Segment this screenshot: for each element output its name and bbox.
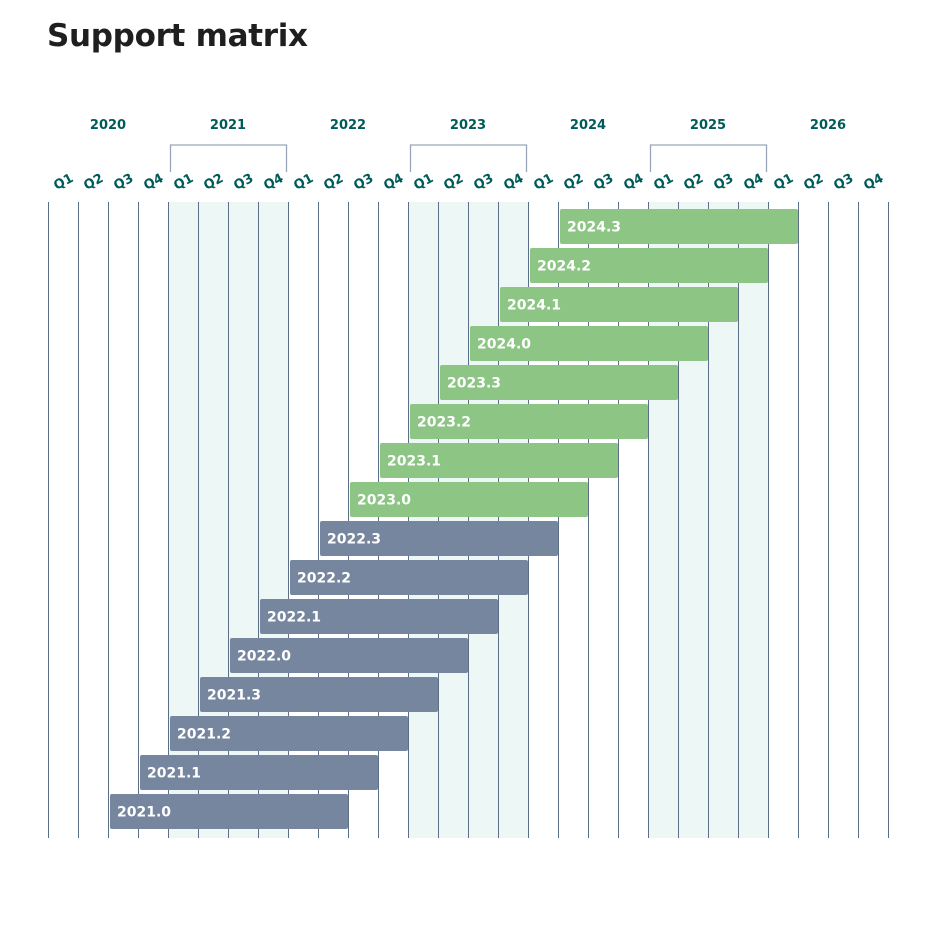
year-bracket-2021 (169, 144, 288, 172)
year-label-2020: 2020 (90, 118, 126, 133)
support-bar-2021-1[interactable] (140, 755, 378, 790)
support-bar-2022-0[interactable] (230, 638, 468, 673)
bar-label-2023-3: 2023.3 (447, 376, 501, 392)
year-label-2026: 2026 (810, 118, 846, 133)
quarter-label-q1: Q1 (771, 171, 796, 194)
bar-label-2022-1: 2022.1 (267, 610, 321, 626)
support-bar-2023-3[interactable] (440, 365, 678, 400)
quarter-label-q1: Q1 (51, 171, 76, 194)
support-bar-2024-0[interactable] (470, 326, 708, 361)
quarter-label-q2: Q2 (561, 171, 586, 194)
bar-label-2021-3: 2021.3 (207, 688, 261, 704)
year-bracket-2025 (649, 144, 768, 172)
quarter-label-q2: Q2 (321, 171, 346, 194)
quarter-label-q4: Q4 (261, 171, 286, 194)
bar-label-2024-3: 2024.3 (567, 220, 621, 236)
quarter-label-q4: Q4 (501, 171, 526, 194)
support-bar-2023-1[interactable] (380, 443, 618, 478)
quarter-label-q2: Q2 (81, 171, 106, 194)
year-label-2023: 2023 (450, 118, 486, 133)
quarter-label-q1: Q1 (171, 171, 196, 194)
page-title: Support matrix (47, 18, 308, 54)
year-label-2022: 2022 (330, 118, 366, 133)
quarter-label-q4: Q4 (381, 171, 406, 194)
year-bracket-2023 (409, 144, 528, 172)
quarter-label-q3: Q3 (351, 171, 376, 194)
support-bar-2023-0[interactable] (350, 482, 588, 517)
year-label-2025: 2025 (690, 118, 726, 133)
quarter-label-q1: Q1 (651, 171, 676, 194)
quarter-label-q3: Q3 (711, 171, 736, 194)
support-bar-2024-3[interactable] (560, 209, 798, 244)
quarter-label-q3: Q3 (471, 171, 496, 194)
quarter-label-q1: Q1 (531, 171, 556, 194)
bar-label-2022-2: 2022.2 (297, 571, 351, 587)
quarter-label-q3: Q3 (231, 171, 256, 194)
support-bar-2021-3[interactable] (200, 677, 438, 712)
year-label-2024: 2024 (570, 118, 606, 133)
quarter-label-q1: Q1 (411, 171, 436, 194)
quarter-label-q2: Q2 (201, 171, 226, 194)
bar-label-2021-0: 2021.0 (117, 805, 171, 821)
quarter-label-q4: Q4 (621, 171, 646, 194)
bar-label-2022-3: 2022.3 (327, 532, 381, 548)
support-bar-2022-2[interactable] (290, 560, 528, 595)
quarter-label-q2: Q2 (681, 171, 706, 194)
quarter-label-q2: Q2 (441, 171, 466, 194)
support-bar-2022-3[interactable] (320, 521, 558, 556)
quarter-label-q3: Q3 (831, 171, 856, 194)
support-bar-2021-0[interactable] (110, 794, 348, 829)
quarter-label-q1: Q1 (291, 171, 316, 194)
support-bar-2021-2[interactable] (170, 716, 408, 751)
support-bar-2023-2[interactable] (410, 404, 648, 439)
quarter-label-q3: Q3 (591, 171, 616, 194)
support-bar-2024-1[interactable] (500, 287, 738, 322)
bar-label-2024-0: 2024.0 (477, 337, 531, 353)
quarter-label-q2: Q2 (801, 171, 826, 194)
support-bar-2022-1[interactable] (260, 599, 498, 634)
bar-label-2021-2: 2021.2 (177, 727, 231, 743)
support-bar-2024-2[interactable] (530, 248, 768, 283)
bar-label-2022-0: 2022.0 (237, 649, 291, 665)
year-label-2021: 2021 (210, 118, 246, 133)
bar-label-2023-1: 2023.1 (387, 454, 441, 470)
bar-label-2024-2: 2024.2 (537, 259, 591, 275)
bar-label-2023-2: 2023.2 (417, 415, 471, 431)
bar-label-2021-1: 2021.1 (147, 766, 201, 782)
quarter-label-q4: Q4 (861, 171, 886, 194)
quarter-label-q4: Q4 (141, 171, 166, 194)
quarter-label-q4: Q4 (741, 171, 766, 194)
bar-label-2024-1: 2024.1 (507, 298, 561, 314)
quarter-label-q3: Q3 (111, 171, 136, 194)
bar-label-2023-0: 2023.0 (357, 493, 411, 509)
